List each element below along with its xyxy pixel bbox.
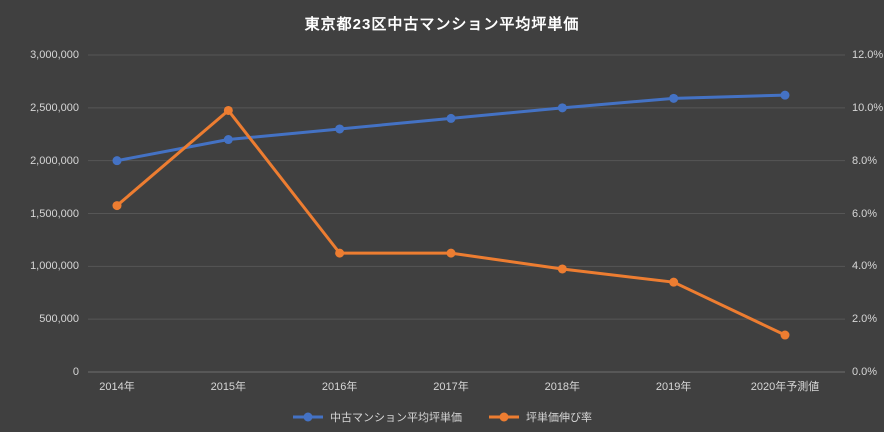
- right-axis-tick: 6.0%: [852, 207, 878, 220]
- chart-legend: 中古マンション平均坪単価 坪単価伸び率: [0, 409, 884, 425]
- data-point-series0: [112, 156, 122, 166]
- data-point-series0: [557, 103, 567, 113]
- data-point-series0: [669, 93, 679, 103]
- x-axis-tick: 2014年: [99, 381, 135, 393]
- x-axis-tick: 2018年: [544, 381, 581, 393]
- legend-dot-1: [499, 412, 509, 422]
- legend-label-0: 中古マンション平均坪単価: [330, 412, 462, 424]
- data-point-series0: [780, 90, 790, 100]
- left-axis-tick: 1,500,000: [30, 207, 79, 220]
- data-point-series0: [335, 124, 345, 134]
- data-point-series1: [780, 330, 790, 340]
- data-point-series1: [446, 248, 456, 258]
- data-point-series1: [112, 201, 122, 211]
- left-axis-tick: 0: [72, 366, 79, 378]
- data-point-series0: [223, 135, 233, 145]
- data-point-series1: [557, 264, 567, 274]
- left-axis-tick: 2,500,000: [30, 101, 79, 114]
- left-axis-tick: 1,000,000: [30, 260, 79, 273]
- data-point-series1: [335, 248, 345, 258]
- chart-title: 東京都23区中古マンション平均坪単価: [304, 16, 580, 33]
- right-axis-tick: 10.0%: [852, 101, 884, 114]
- legend-marker-0: [293, 412, 323, 422]
- right-axis-tick: 4.0%: [852, 260, 878, 273]
- right-axis-tick: 2.0%: [852, 313, 878, 326]
- left-axis-tick: 500,000: [39, 313, 79, 326]
- legend-dot-0: [303, 412, 313, 422]
- series-line-1: [115, 108, 787, 337]
- x-axis-tick: 2019年: [655, 381, 692, 393]
- x-axis-tick: 2016年: [321, 381, 358, 393]
- legend-label-1: 坪単価伸び率: [526, 412, 592, 424]
- left-axis-tick: 2,000,000: [30, 154, 79, 167]
- right-axis-tick: 8.0%: [852, 154, 878, 167]
- x-axis-tick: 2015年: [210, 381, 247, 393]
- legend-item-0: 中古マンション平均坪単価: [292, 409, 462, 425]
- legend-item-1: 坪単価伸び率: [488, 409, 592, 425]
- legend-marker-1: [489, 412, 519, 422]
- left-axis-tick: 3,000,000: [30, 49, 79, 61]
- data-point-series0: [446, 113, 456, 123]
- data-point-series1: [669, 277, 679, 287]
- x-axis-tick: 2020年予測値: [750, 381, 820, 393]
- data-point-series1: [223, 105, 233, 115]
- right-axis-tick: 12.0%: [852, 49, 884, 61]
- series-line-0: [115, 93, 787, 163]
- x-axis-tick: 2017年: [433, 381, 469, 393]
- right-axis-tick: 0.0%: [852, 366, 878, 378]
